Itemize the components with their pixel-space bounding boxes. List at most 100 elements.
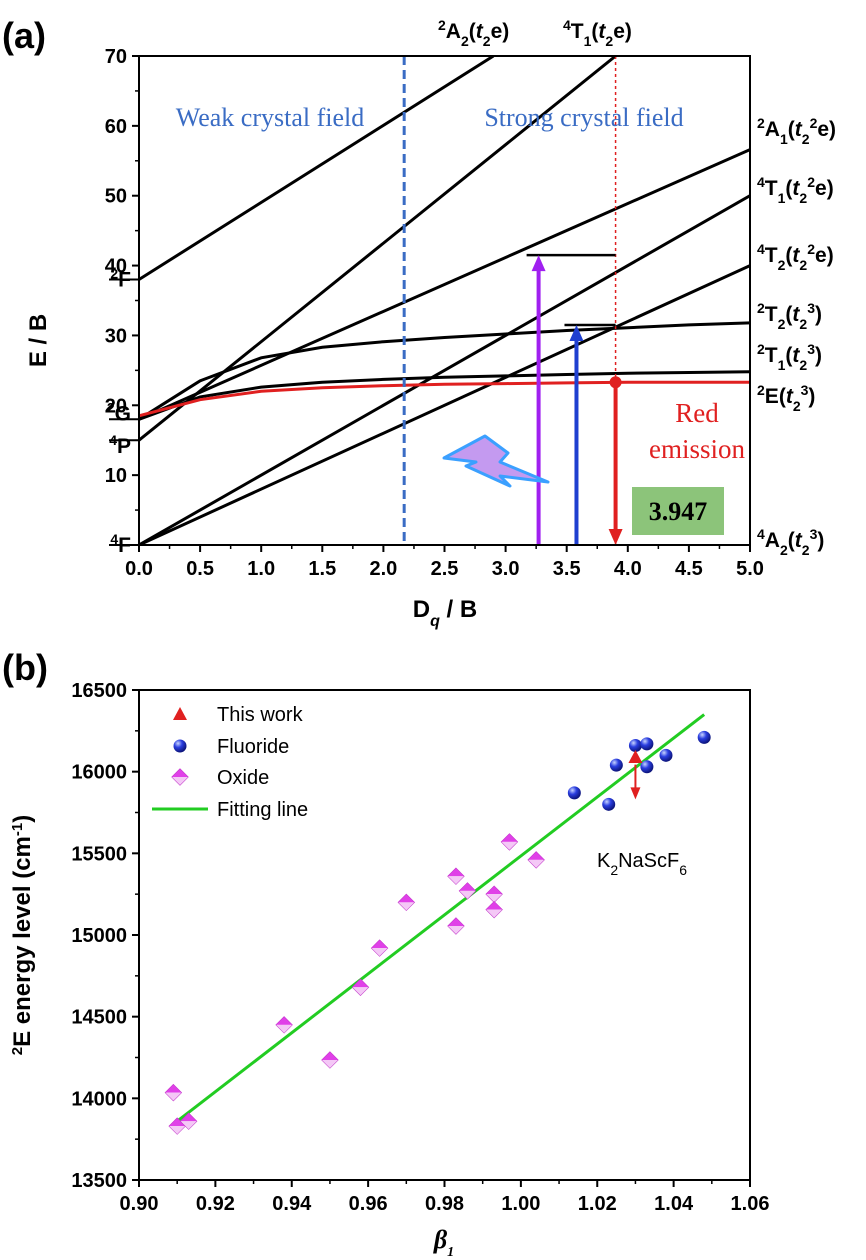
- oxide-point-3-top: [276, 1016, 293, 1025]
- oxide-point-13-top: [501, 833, 518, 842]
- oxide-point-5-top: [352, 979, 369, 988]
- oxide-point-12-bottom: [486, 909, 503, 918]
- a-xtick-label: 4.5: [675, 558, 703, 580]
- b-xtick-label: 0.96: [349, 1193, 388, 1215]
- oxide-point-9-bottom: [447, 926, 464, 935]
- blue-excitation-arrow-head: [569, 324, 584, 341]
- b-xlabel: β1: [433, 1225, 454, 1260]
- oxide-point-7-bottom: [398, 902, 415, 911]
- oxide-point-10-top: [459, 882, 476, 891]
- oxide-point-7: [397, 893, 416, 912]
- oxide-point-6-bottom: [371, 948, 388, 957]
- red-emission-arrow-head: [608, 529, 623, 545]
- energy-curve-3: [139, 148, 750, 421]
- oxide-point-5: [351, 978, 370, 996]
- energy-curve-0: [139, 56, 495, 281]
- energy-curve-5: [139, 321, 750, 421]
- a-xtick-label: 3.5: [553, 558, 581, 580]
- oxide-point-9-top: [447, 918, 464, 927]
- oxide-point-3: [275, 1016, 293, 1034]
- legend-marker-oxide-bottom: [172, 777, 188, 785]
- a-ytick-label: 20: [105, 395, 127, 417]
- b-ylabel: 2E energy level (cm-1): [9, 815, 37, 1055]
- a-xtick-label: 0.0: [125, 558, 153, 580]
- a-ytick-label: 30: [105, 325, 127, 347]
- oxide-point-1-bottom: [169, 1126, 186, 1135]
- oxide-point-4-bottom: [321, 1059, 338, 1068]
- legend-label-1: Fluoride: [217, 736, 289, 758]
- b-ytick-label: 15000: [71, 925, 127, 947]
- b-xtick-label: 1.00: [501, 1193, 540, 1215]
- panel-a-label: (a): [2, 15, 46, 56]
- energy-curve-7: [139, 380, 750, 418]
- k2nascf6-label: K2NaScF6: [597, 850, 687, 878]
- dq-value-box: [632, 487, 724, 535]
- fluoride-point-2: [609, 758, 623, 772]
- oxide-point-13: [500, 833, 519, 851]
- b-xtick-label: 0.94: [272, 1193, 312, 1215]
- right-state-label-1: 4T1(t22e): [757, 174, 834, 206]
- a-xtick-label: 5.0: [736, 558, 764, 580]
- oxide-point-4: [321, 1051, 339, 1069]
- oxide-point-8-bottom: [447, 876, 464, 885]
- right-state-label-4: 2T1(t23): [757, 341, 822, 373]
- top-state-label-1: 4T1(t2e): [563, 17, 632, 49]
- oxide-point-3-bottom: [276, 1024, 293, 1033]
- oxide-point-5-bottom: [352, 987, 369, 996]
- panel-b-frame: [138, 689, 751, 1181]
- legend-marker-this-work: [173, 707, 187, 720]
- b-ytick-label: 16500: [71, 680, 127, 702]
- right-state-label-2: 4T2(t22e): [757, 241, 834, 273]
- legend-marker-fluoride: [173, 739, 187, 753]
- energy-curve-6: [139, 370, 750, 421]
- b-ytick-label: 15500: [71, 843, 127, 865]
- dq-value-text: 3.947: [649, 497, 708, 526]
- energy-curve-2: [139, 194, 750, 545]
- k2nascf6-arrow-head: [630, 787, 641, 800]
- fluoride-point-0: [567, 786, 581, 800]
- a-ytick-label: 60: [105, 116, 127, 138]
- a-xtick-label: 1.0: [247, 558, 275, 580]
- fluoride-point-4: [640, 737, 654, 751]
- strong-field-label: Strong crystal field: [484, 103, 683, 132]
- weak-field-label: Weak crystal field: [176, 103, 365, 132]
- oxide-point-2: [179, 1112, 198, 1130]
- b-ytick-label: 13500: [71, 1170, 127, 1192]
- panel-a-plot: [139, 56, 750, 545]
- fluoride-point-7: [697, 730, 711, 744]
- energy-curve-4: [139, 264, 750, 545]
- oxide-point-0: [164, 1083, 183, 1102]
- b-ytick-label: 14500: [71, 1007, 127, 1029]
- oxide-point-10-bottom: [459, 890, 476, 899]
- oxide-point-11: [485, 885, 503, 903]
- oxide-point-4-top: [321, 1051, 338, 1060]
- oxide-point-12: [485, 900, 503, 919]
- fluoride-point-3: [628, 739, 642, 753]
- this-work-point-0: [628, 749, 643, 763]
- oxide-point-14: [527, 851, 545, 869]
- free-ion-term-0: 4F: [110, 531, 131, 557]
- legend-label-2: Oxide: [217, 767, 269, 789]
- fluoride-point-6: [659, 748, 673, 762]
- a-ytick-label: 50: [105, 186, 127, 208]
- legend-marker-oxide: [171, 768, 189, 786]
- red-emission-label-2: emission: [649, 434, 746, 464]
- violet-excitation-arrow-head: [531, 255, 546, 272]
- legend-label-0: This work: [217, 704, 304, 726]
- oxide-point-0-top: [165, 1084, 182, 1093]
- oxide-point-10: [458, 882, 477, 900]
- oxide-point-12-top: [486, 901, 503, 910]
- oxide-point-11-top: [486, 886, 503, 895]
- oxide-point-8: [447, 867, 465, 885]
- emission-point: [609, 376, 622, 389]
- fitting-line: [176, 713, 706, 1123]
- b-xtick-label: 1.04: [654, 1193, 694, 1215]
- oxide-point-14-bottom: [528, 859, 545, 868]
- a-xtick-label: 1.5: [308, 558, 336, 580]
- b-xtick-label: 0.98: [425, 1193, 464, 1215]
- b-ytick-label: 16000: [71, 762, 127, 784]
- a-xtick-label: 0.5: [186, 558, 214, 580]
- energy-curve-1: [139, 56, 617, 442]
- a-xtick-label: 4.0: [614, 558, 642, 580]
